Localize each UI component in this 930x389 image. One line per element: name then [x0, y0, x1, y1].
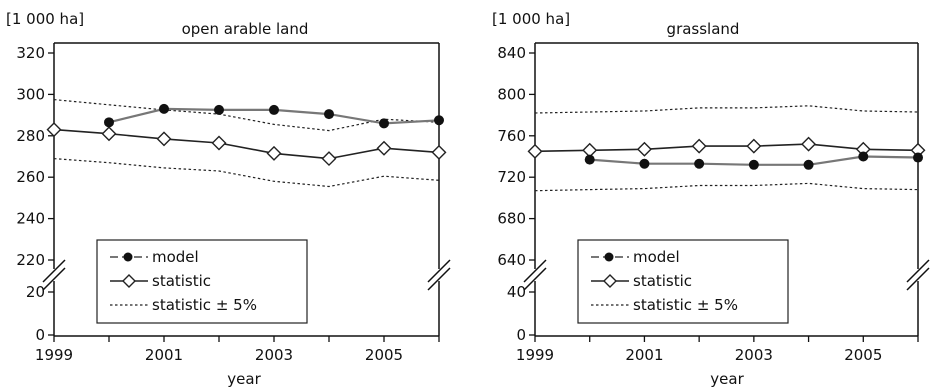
open-diamond-marker — [122, 274, 136, 288]
x-axis-label: year — [710, 370, 744, 388]
model-point — [434, 115, 444, 126]
filled-circle-marker — [123, 252, 133, 262]
y-tick-label: 840 — [497, 44, 526, 62]
legend-entry-statistic-5pct: statistic ± 5% — [591, 296, 738, 314]
model-point — [694, 158, 705, 169]
x-tick-label: 2005 — [365, 346, 403, 364]
model-point — [858, 151, 869, 162]
model-point — [159, 103, 169, 114]
series-statistic-line — [534, 143, 919, 153]
legend-entry-statistic: statistic — [591, 272, 692, 290]
open-diamond-marker — [603, 274, 617, 288]
chart-title: open arable land — [182, 20, 309, 38]
model-point — [748, 159, 759, 170]
y-tick-label: 40 — [507, 283, 526, 301]
y-tick-label: 260 — [16, 168, 45, 186]
model-point — [269, 104, 279, 115]
y-unit-label: [1 000 ha] — [492, 10, 570, 28]
statistic-point — [746, 138, 762, 154]
model-point — [584, 154, 595, 165]
axis-break-mark-right — [427, 259, 451, 283]
y-tick-label: 720 — [497, 168, 526, 186]
model-point — [639, 158, 650, 169]
x-axis-label: year — [227, 370, 261, 388]
x-tick-label: 2001 — [145, 346, 183, 364]
y-tick-label: 0 — [516, 326, 526, 344]
statistic-point — [321, 151, 337, 167]
model-point — [913, 152, 923, 163]
x-tick-label: 2003 — [255, 346, 293, 364]
statistic-point — [431, 144, 447, 160]
statistic-point — [691, 138, 707, 154]
y-tick-label: 680 — [497, 210, 526, 228]
x-tick-label: 1999 — [516, 346, 554, 364]
statistic-point — [46, 122, 62, 138]
model-point — [379, 118, 389, 129]
y-tick-label: 320 — [16, 44, 45, 62]
plot-area: 220 240 260 280 300 320 0 20 1999 2001 2003 2005 — [16, 42, 451, 364]
x-tick-label: 2005 — [844, 346, 882, 364]
y-tick-label: 240 — [16, 210, 45, 228]
legend-label: model — [633, 248, 680, 266]
legend-label: model — [152, 248, 199, 266]
axis-break-mark-right — [427, 267, 451, 291]
y-tick-label: 280 — [16, 127, 45, 145]
model-point — [214, 104, 224, 115]
x-tick-label: 2003 — [735, 346, 773, 364]
statistic-point — [527, 143, 543, 159]
legend: model statistic statistic ± 5% — [96, 239, 308, 324]
y-tick-label: 20 — [26, 283, 45, 301]
axis-break-mark-right — [906, 267, 930, 291]
axis-break-mark-left — [523, 259, 547, 283]
chart-grassland: [1 000 ha] grassland year 640 680 720 760 80… — [492, 10, 930, 388]
legend-entry-model: model — [110, 248, 199, 266]
statistic-point — [376, 140, 392, 156]
plot-area: 640 680 720 760 800 840 0 40 1999 2001 2003 2005 — [497, 42, 930, 364]
y-tick-label: 640 — [497, 251, 526, 269]
series-statistic-5pct-lower — [53, 158, 440, 188]
filled-circle-marker — [604, 252, 614, 262]
x-tick-label: 1999 — [35, 346, 73, 364]
legend-label: statistic — [633, 272, 692, 290]
legend-label: statistic ± 5% — [633, 296, 738, 314]
legend-label: statistic ± 5% — [152, 296, 257, 314]
chart-open-arable-land: [1 000 ha] open arable land year 2202402… — [6, 10, 451, 388]
legend-entry-statistic-5pct: statistic ± 5% — [110, 296, 257, 314]
chart-title: grassland — [667, 20, 740, 38]
axis-break-mark-left — [42, 259, 66, 283]
y-tick-label: 760 — [497, 127, 526, 145]
y-tick-label: 300 — [16, 85, 45, 103]
series-statistic-5pct-upper — [534, 105, 919, 114]
y-tick-label: 800 — [497, 85, 526, 103]
legend-entry-statistic: statistic — [110, 272, 211, 290]
y-tick-label: 220 — [16, 251, 45, 269]
legend: model statistic statistic ± 5% — [577, 239, 789, 324]
legend-entry-model: model — [591, 248, 680, 266]
axis-break-mark-left — [42, 267, 66, 291]
statistic-point — [636, 141, 652, 157]
model-point — [324, 109, 334, 120]
y-tick-label: 0 — [35, 326, 45, 344]
x-tick-label: 2001 — [625, 346, 663, 364]
series-statistic-5pct-lower — [534, 182, 919, 192]
statistic-point — [801, 136, 817, 152]
model-point — [803, 159, 814, 170]
series-statistic-line — [53, 128, 440, 160]
axis-break-mark-right — [906, 259, 930, 283]
statistic-point — [266, 145, 282, 161]
statistic-point — [101, 126, 117, 142]
statistic-point — [211, 135, 227, 151]
model-point — [104, 117, 114, 128]
statistic-point — [156, 131, 172, 147]
axis-break-mark-left — [523, 267, 547, 291]
y-unit-label: [1 000 ha] — [6, 10, 84, 28]
legend-label: statistic — [152, 272, 211, 290]
